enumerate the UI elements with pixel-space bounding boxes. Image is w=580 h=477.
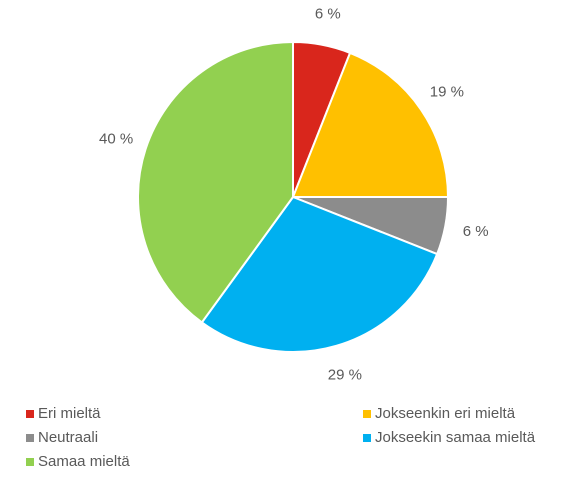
pie-slice (137, 40, 294, 324)
data-label: 6 % (315, 5, 341, 22)
pie-slice (200, 195, 439, 353)
data-label: 29 % (328, 367, 362, 384)
legend-swatch (26, 434, 34, 442)
legend-label: Jokseekin samaa mieltä (375, 429, 536, 446)
pie-slice (291, 51, 450, 198)
data-label: 6 % (463, 223, 489, 240)
legend-label: Neutraali (38, 429, 98, 446)
legend-swatch (26, 458, 34, 466)
legend-label: Eri mieltä (38, 405, 101, 422)
legend-swatch (26, 410, 34, 418)
legend-swatch (363, 434, 371, 442)
data-label: 19 % (430, 83, 464, 100)
legend-swatch (363, 410, 371, 418)
legend-label: Samaa mieltä (38, 453, 130, 470)
legend-label: Jokseenkin eri mieltä (375, 405, 516, 422)
data-label: 40 % (99, 130, 133, 147)
